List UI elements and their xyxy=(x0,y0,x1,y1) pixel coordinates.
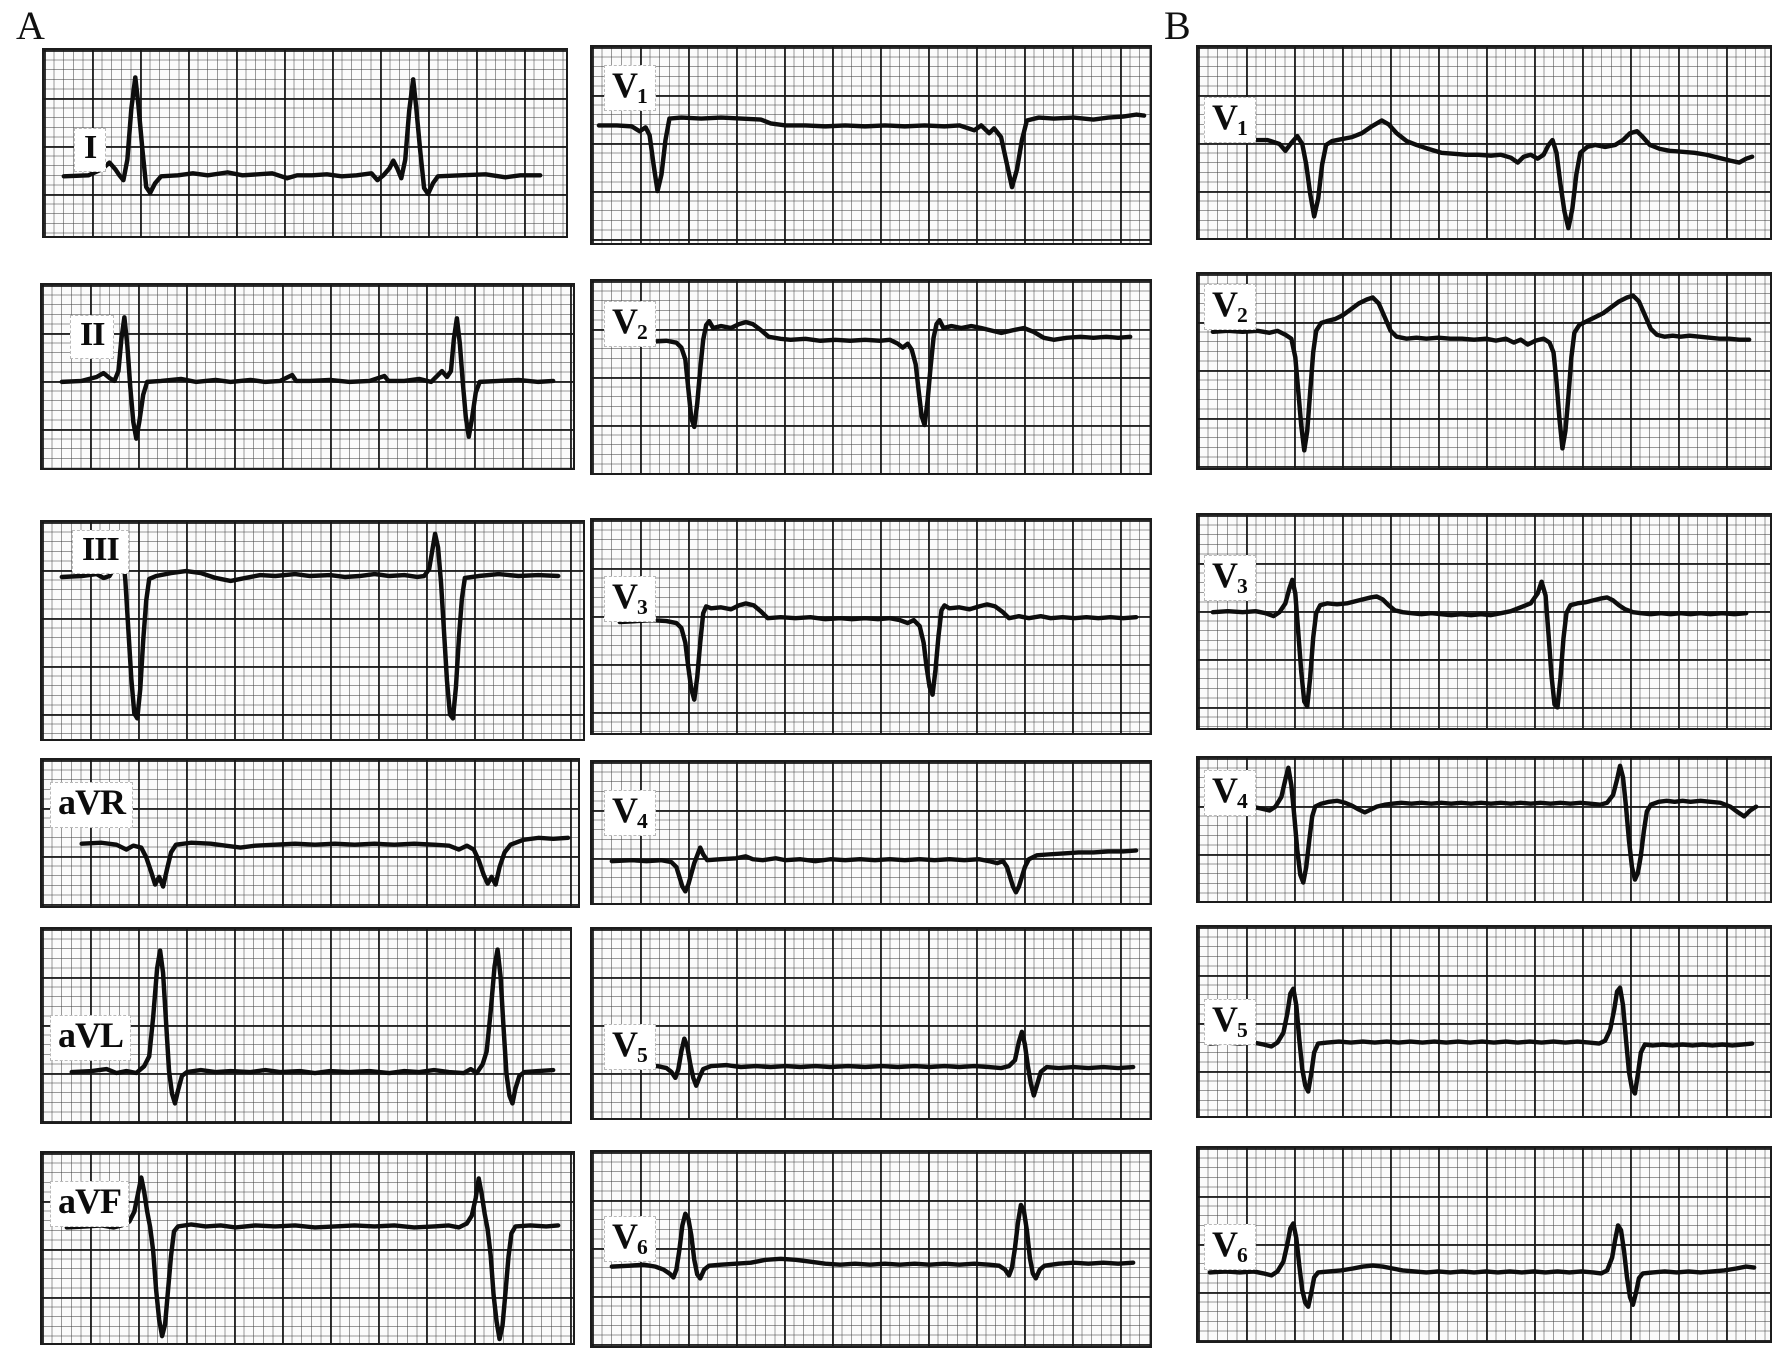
lead-label: aVR xyxy=(50,782,133,828)
lead-label: aVF xyxy=(50,1181,129,1227)
ecg-strip-a-lead-v6: V6 xyxy=(590,1150,1152,1348)
lead-label: I xyxy=(74,128,107,173)
ecg-trace xyxy=(69,947,556,1106)
lead-label: V6 xyxy=(604,1216,656,1262)
ecg-trace xyxy=(609,1029,1136,1098)
lead-label: V1 xyxy=(604,65,656,111)
ecg-trace xyxy=(1210,577,1749,710)
ecg-trace xyxy=(609,1202,1136,1281)
ecg-trace xyxy=(61,75,543,197)
lead-label: V3 xyxy=(604,576,656,622)
ecg-strip-a-lead-i: I xyxy=(42,48,568,238)
ecg-strip-a-lead-avf: aVF xyxy=(40,1151,575,1345)
ecg-strip-a-lead-avr: aVR xyxy=(40,758,580,908)
ecg-trace xyxy=(1207,985,1755,1096)
panel-a-label: A xyxy=(16,3,46,48)
ecg-strip-a-lead-v4: V4 xyxy=(590,760,1152,905)
ecg-trace xyxy=(1207,763,1759,885)
ecg-strip-b-lead-v1: V1 xyxy=(1196,45,1772,240)
ecg-strip-a-lead-avl: aVL xyxy=(40,927,572,1124)
ecg-trace xyxy=(1207,1221,1757,1309)
ecg-strip-a-lead-v2: V2 xyxy=(590,279,1152,475)
ecg-strip-a-lead-ii: II xyxy=(40,283,575,470)
ecg-trace xyxy=(617,317,1133,430)
lead-label: V4 xyxy=(1204,770,1256,816)
ecg-strip-a-lead-iii: III xyxy=(40,520,585,741)
ecg-strip-a-lead-v1: V1 xyxy=(590,45,1152,245)
ecg-strip-a-lead-v5: V5 xyxy=(590,927,1152,1120)
ecg-strip-b-lead-v4: V4 xyxy=(1196,756,1772,903)
lead-label: II xyxy=(70,315,115,360)
ecg-strip-a-lead-v3: V3 xyxy=(590,518,1152,735)
lead-label: V4 xyxy=(604,790,656,836)
ecg-strip-b-lead-v5: V5 xyxy=(1196,925,1772,1118)
lead-label: V3 xyxy=(1204,555,1256,601)
ecg-trace xyxy=(1250,118,1755,231)
panel-b-label: B xyxy=(1164,3,1192,48)
ecg-trace xyxy=(59,531,561,721)
ecg-trace xyxy=(59,315,556,441)
ecg-strip-b-lead-v6: V6 xyxy=(1196,1146,1772,1343)
lead-label: V2 xyxy=(604,301,656,347)
lead-label: V1 xyxy=(1204,97,1256,143)
ecg-trace xyxy=(596,112,1147,194)
ecg-trace xyxy=(64,1175,561,1342)
lead-label: aVL xyxy=(50,1015,132,1061)
ecg-trace xyxy=(617,601,1139,702)
ecg-strip-b-lead-v3: V3 xyxy=(1196,513,1772,730)
lead-label: V5 xyxy=(604,1024,656,1070)
ecg-trace xyxy=(79,835,571,889)
lead-label: V6 xyxy=(1204,1224,1256,1270)
lead-label: V5 xyxy=(1204,999,1256,1045)
lead-label: V2 xyxy=(1204,284,1256,330)
ecg-trace xyxy=(609,845,1139,895)
ecg-trace xyxy=(1210,293,1752,453)
lead-label: III xyxy=(72,530,129,575)
ecg-strip-b-lead-v2: V2 xyxy=(1196,272,1772,470)
